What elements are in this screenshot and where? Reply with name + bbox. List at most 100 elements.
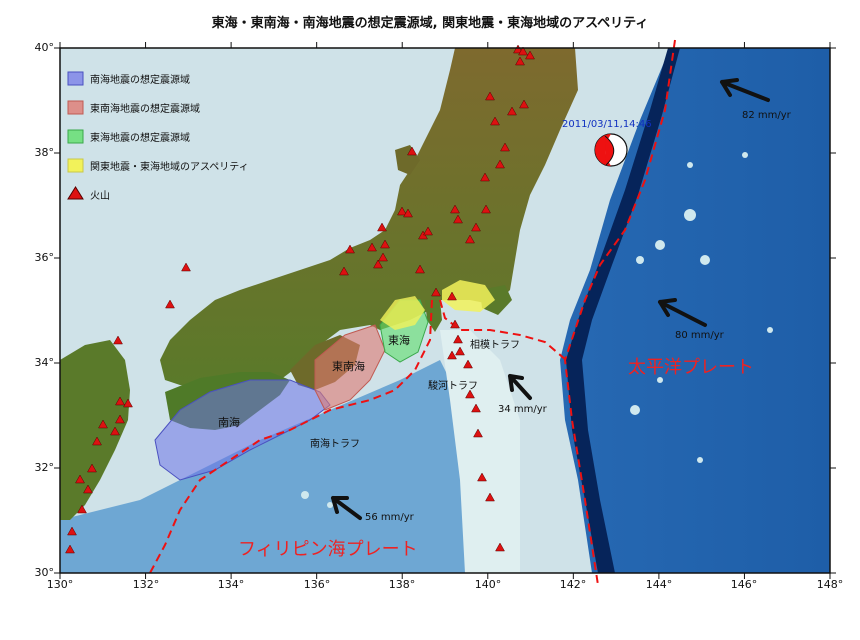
velocity-label-56: 56 mm/yr	[365, 512, 415, 523]
volcano-marker	[485, 492, 495, 502]
map-title: 東海・東南海・南海地震の想定震源域, 関東地震・東海地域のアスペリティ	[211, 16, 649, 31]
velocity-label-34: 34 mm/yr	[498, 404, 548, 415]
x-tick-label: 132°	[132, 578, 160, 591]
volcano-marker	[463, 359, 473, 369]
volcano-marker	[115, 414, 125, 424]
volcano-marker	[77, 504, 87, 514]
volcano-marker	[518, 46, 528, 56]
volcano-marker	[75, 474, 85, 484]
x-tick-label: 134°	[217, 578, 245, 591]
volcano-marker	[515, 56, 525, 66]
volcano-marker	[83, 484, 93, 494]
volcano-marker	[123, 398, 133, 408]
x-tick-label: 144°	[645, 578, 673, 591]
volcano-marker	[471, 222, 481, 232]
legend-label-nankai: 南海地震の想定震源域	[90, 73, 190, 86]
volcano-marker	[345, 244, 355, 254]
x-tick-label: 136°	[303, 578, 331, 591]
volcano-marker	[450, 204, 460, 214]
volcano-marker	[471, 403, 481, 413]
legend-label-asperity: 関東地震・東海地域のアスペリティ	[90, 160, 249, 173]
y-tick-label: 32°	[34, 461, 55, 474]
y-tick-label: 34°	[34, 356, 55, 369]
velocity-label-82: 82 mm/yr	[742, 110, 792, 121]
volcano-marker	[485, 91, 495, 101]
volcanoes	[65, 44, 535, 554]
y-tick-label: 38°	[34, 146, 55, 159]
philippine-sea-basin	[60, 360, 470, 573]
volcano-marker	[403, 208, 413, 218]
volcano-marker	[181, 262, 191, 272]
legend-label-tokai: 東海地震の想定震源域	[90, 131, 190, 144]
volcano-marker	[465, 389, 475, 399]
focal-mechanism	[594, 133, 628, 167]
arrow-82	[720, 78, 770, 102]
map-frame	[59, 47, 831, 574]
volcano-marker	[367, 242, 377, 252]
volcano-marker	[447, 350, 457, 360]
volcano-marker	[525, 50, 535, 60]
volcano-marker	[373, 259, 383, 269]
volcano-marker	[397, 206, 407, 216]
volcano-marker	[378, 252, 388, 262]
arrow-80	[658, 298, 707, 327]
volcano-marker	[380, 239, 390, 249]
volcano-marker	[500, 142, 510, 152]
legend-label-tonankai: 東南海地震の想定震源域	[90, 102, 200, 115]
trough-label-nankai: 南海トラフ	[310, 437, 360, 450]
volcano-marker	[165, 299, 175, 309]
seamounts	[301, 152, 773, 508]
japan-trench	[566, 48, 680, 573]
volcano-marker	[65, 544, 75, 554]
volcano-marker	[92, 436, 102, 446]
volcano-marker	[507, 106, 517, 116]
volcano-marker	[377, 222, 387, 232]
volcano-marker	[447, 291, 457, 301]
plate-label-pacific: 太平洋プレート	[628, 357, 754, 378]
volcano-marker	[110, 426, 120, 436]
kyushu-land	[60, 340, 130, 520]
volcano-marker	[415, 264, 425, 274]
volcano-marker	[431, 287, 441, 297]
honshu-land	[160, 48, 578, 390]
volcano-marker	[339, 266, 349, 276]
zone-label-nankai: 南海	[218, 415, 240, 429]
x-tick-label: 148°	[816, 578, 844, 591]
trough-label-suruga: 駿河トラフ	[428, 379, 478, 392]
x-tick-label: 146°	[730, 578, 758, 591]
x-tick-label: 142°	[559, 578, 587, 591]
volcano-marker	[407, 146, 417, 156]
legend	[67, 71, 84, 200]
event-label: 2011/03/11,14:46	[562, 119, 652, 130]
y-tick-label: 36°	[34, 251, 55, 264]
volcano-marker	[473, 428, 483, 438]
velocity-arrows	[331, 78, 770, 520]
y-tick-label: 40°	[34, 41, 55, 54]
volcano-marker	[481, 204, 491, 214]
velocity-label-80: 80 mm/yr	[675, 330, 725, 341]
volcano-marker	[519, 99, 529, 109]
zone-asperity-tokai	[380, 296, 425, 330]
legend-label-volcano: 火山	[90, 190, 110, 202]
izu-ridge	[440, 330, 520, 573]
arrow-56	[331, 496, 362, 520]
volcano-marker	[67, 526, 77, 536]
zone-label-tokai: 東海	[388, 333, 410, 347]
volcano-marker	[115, 396, 125, 406]
trough-label-sagami: 相模トラフ	[470, 338, 520, 351]
volcano-marker	[490, 116, 500, 126]
tick-marks	[54, 42, 836, 579]
volcano-marker	[453, 334, 463, 344]
zone-asperity-kanto	[442, 280, 495, 312]
izu-peninsula	[425, 300, 442, 332]
volcano-marker	[113, 335, 123, 345]
volcano-marker	[455, 346, 465, 356]
volcano-marker	[477, 472, 487, 482]
volcano-marker	[480, 172, 490, 182]
volcano-marker	[495, 159, 505, 169]
plate-boundaries	[149, 39, 676, 586]
volcano-marker	[465, 234, 475, 244]
volcano-marker	[450, 319, 460, 329]
volcano-marker	[495, 542, 505, 552]
